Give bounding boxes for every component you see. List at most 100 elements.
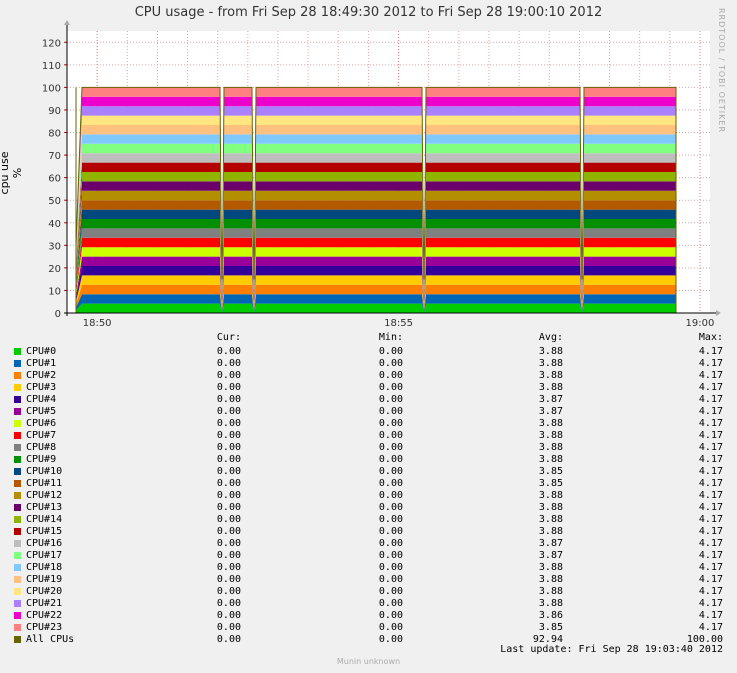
legend-row: CPU#13 0.00 0.00 3.88 4.17	[0, 502, 737, 514]
legend-max-value: 4.17	[698, 598, 723, 609]
legend-max-value: 4.17	[698, 622, 723, 633]
cpu-usage-chart: 0 10 20 30 40 50 60 70 80 90 100 110 120 18:50 18:55 19…	[42, 20, 721, 329]
legend-min-value: 0.00	[378, 382, 403, 393]
y-tick-label: 60	[48, 174, 61, 185]
legend-row: CPU#17 0.00 0.00 3.87 4.17	[0, 550, 737, 562]
legend-row: CPU#0 0.00 0.00 3.88 4.17	[0, 346, 737, 358]
legend-row: CPU#12 0.00 0.00 3.88 4.17	[0, 490, 737, 502]
legend-row: CPU#10 0.00 0.00 3.85 4.17	[0, 466, 737, 478]
legend-swatch	[14, 384, 21, 391]
legend-swatch	[14, 552, 21, 559]
legend-series-name: CPU#6	[26, 418, 57, 429]
legend-avg-value: 3.85	[538, 622, 563, 633]
legend-series-name: CPU#5	[26, 406, 57, 417]
legend-avg-value: 3.88	[538, 514, 563, 525]
legend-row: CPU#18 0.00 0.00 3.88 4.17	[0, 562, 737, 574]
legend-swatch	[14, 372, 21, 379]
y-tick-label: 40	[48, 219, 61, 230]
y-tick-label: 100	[42, 83, 61, 94]
legend-avg-value: 3.85	[538, 478, 563, 489]
legend-min-value: 0.00	[378, 622, 403, 633]
area-cpu-7	[76, 237, 676, 304]
legend-cur-value: 0.00	[216, 370, 241, 381]
legend-min-value: 0.00	[378, 418, 403, 429]
legend-swatch	[14, 432, 21, 439]
legend-series-name: CPU#17	[26, 550, 63, 561]
legend-max-value: 4.17	[698, 526, 723, 537]
legend-avg-value: 3.88	[538, 418, 563, 429]
legend-swatch	[14, 624, 21, 631]
legend-min-value: 0.00	[378, 610, 403, 621]
legend-avg-value: 3.88	[538, 598, 563, 609]
legend-cur-value: 0.00	[216, 394, 241, 405]
legend-cur-value: 0.00	[216, 442, 241, 453]
legend-series-name: CPU#12	[26, 490, 63, 501]
area-cpu-4	[76, 266, 676, 308]
legend-avg-value: 3.88	[538, 586, 563, 597]
footer-credit: Munin unknown	[336, 657, 401, 666]
y-tick-label: 110	[42, 61, 61, 72]
legend-cur-value: 0.00	[216, 550, 241, 561]
legend-avg-value: 3.87	[538, 538, 563, 549]
legend-avg-value: 92.94	[532, 634, 563, 645]
legend-cur-value: 0.00	[216, 514, 241, 525]
legend-row: CPU#19 0.00 0.00 3.88 4.17	[0, 574, 737, 586]
y-tick-label: 30	[48, 241, 61, 252]
legend-max-value: 4.17	[698, 370, 723, 381]
legend-cur-value: 0.00	[216, 346, 241, 357]
legend-max-value: 4.17	[698, 538, 723, 549]
x-tick-label: 18:50	[83, 318, 112, 329]
legend-row: CPU#14 0.00 0.00 3.88 4.17	[0, 514, 737, 526]
legend-max-value: 4.17	[698, 514, 723, 525]
legend-row: CPU#2 0.00 0.00 3.88 4.17	[0, 370, 737, 382]
legend-min-value: 0.00	[378, 538, 403, 549]
y-axis-arrow	[64, 20, 70, 25]
legend-avg-value: 3.88	[538, 442, 563, 453]
legend-row: CPU#6 0.00 0.00 3.88 4.17	[0, 418, 737, 430]
legend-avg-value: 3.88	[538, 562, 563, 573]
y-tick-label: 10	[48, 286, 61, 297]
rrdtool-credit: RRDTOOL / TOBI OETIKER	[717, 8, 726, 134]
legend-max-value: 4.17	[698, 490, 723, 501]
legend-avg-value: 3.88	[538, 574, 563, 585]
legend-max-value: 4.17	[698, 382, 723, 393]
legend-avg-value: 3.88	[538, 346, 563, 357]
area-cpu-10	[76, 209, 676, 299]
legend-swatch	[14, 468, 21, 475]
legend-header: Cur: Min: Avg: Max:	[0, 332, 737, 344]
legend-swatch	[14, 348, 21, 355]
legend-series-name: CPU#4	[26, 394, 57, 405]
legend-cur-value: 0.00	[216, 466, 241, 477]
legend-avg-value: 3.88	[538, 382, 563, 393]
area-cpu-0	[76, 303, 676, 313]
legend-row: CPU#3 0.00 0.00 3.88 4.17	[0, 382, 737, 394]
legend-cur-value: 0.00	[216, 526, 241, 537]
legend-series-name: CPU#10	[26, 466, 63, 477]
legend-avg-value: 3.88	[538, 526, 563, 537]
legend-row: CPU#5 0.00 0.00 3.87 4.17	[0, 406, 737, 418]
legend-series-name: CPU#15	[26, 526, 63, 537]
y-tick-label: 90	[48, 106, 61, 117]
axes: 0 10 20 30 40 50 60 70 80 90 100 110 120 18:50 18:55 19…	[42, 20, 721, 329]
legend-row: All CPUs 0.00 0.00 92.94 100.00	[0, 634, 737, 646]
legend-series-name: CPU#1	[26, 358, 57, 369]
legend-min-value: 0.00	[378, 490, 403, 501]
legend-max-value: 4.17	[698, 394, 723, 405]
legend-max-value: 4.17	[698, 358, 723, 369]
legend-min-value: 0.00	[378, 550, 403, 561]
legend-max-value: 4.17	[698, 574, 723, 585]
legend-row: CPU#21 0.00 0.00 3.88 4.17	[0, 598, 737, 610]
legend-series-name: CPU#2	[26, 370, 57, 381]
legend-max-value: 4.17	[698, 418, 723, 429]
col-avg: Avg:	[538, 332, 563, 343]
legend-min-value: 0.00	[378, 442, 403, 453]
legend-series-name: CPU#21	[26, 598, 63, 609]
legend-cur-value: 0.00	[216, 418, 241, 429]
legend-max-value: 4.17	[698, 406, 723, 417]
legend-series-name: CPU#22	[26, 610, 63, 621]
legend-swatch	[14, 504, 21, 511]
legend-avg-value: 3.87	[538, 406, 563, 417]
legend-swatch	[14, 540, 21, 547]
legend-swatch	[14, 492, 21, 499]
legend-row: CPU#4 0.00 0.00 3.87 4.17	[0, 394, 737, 406]
